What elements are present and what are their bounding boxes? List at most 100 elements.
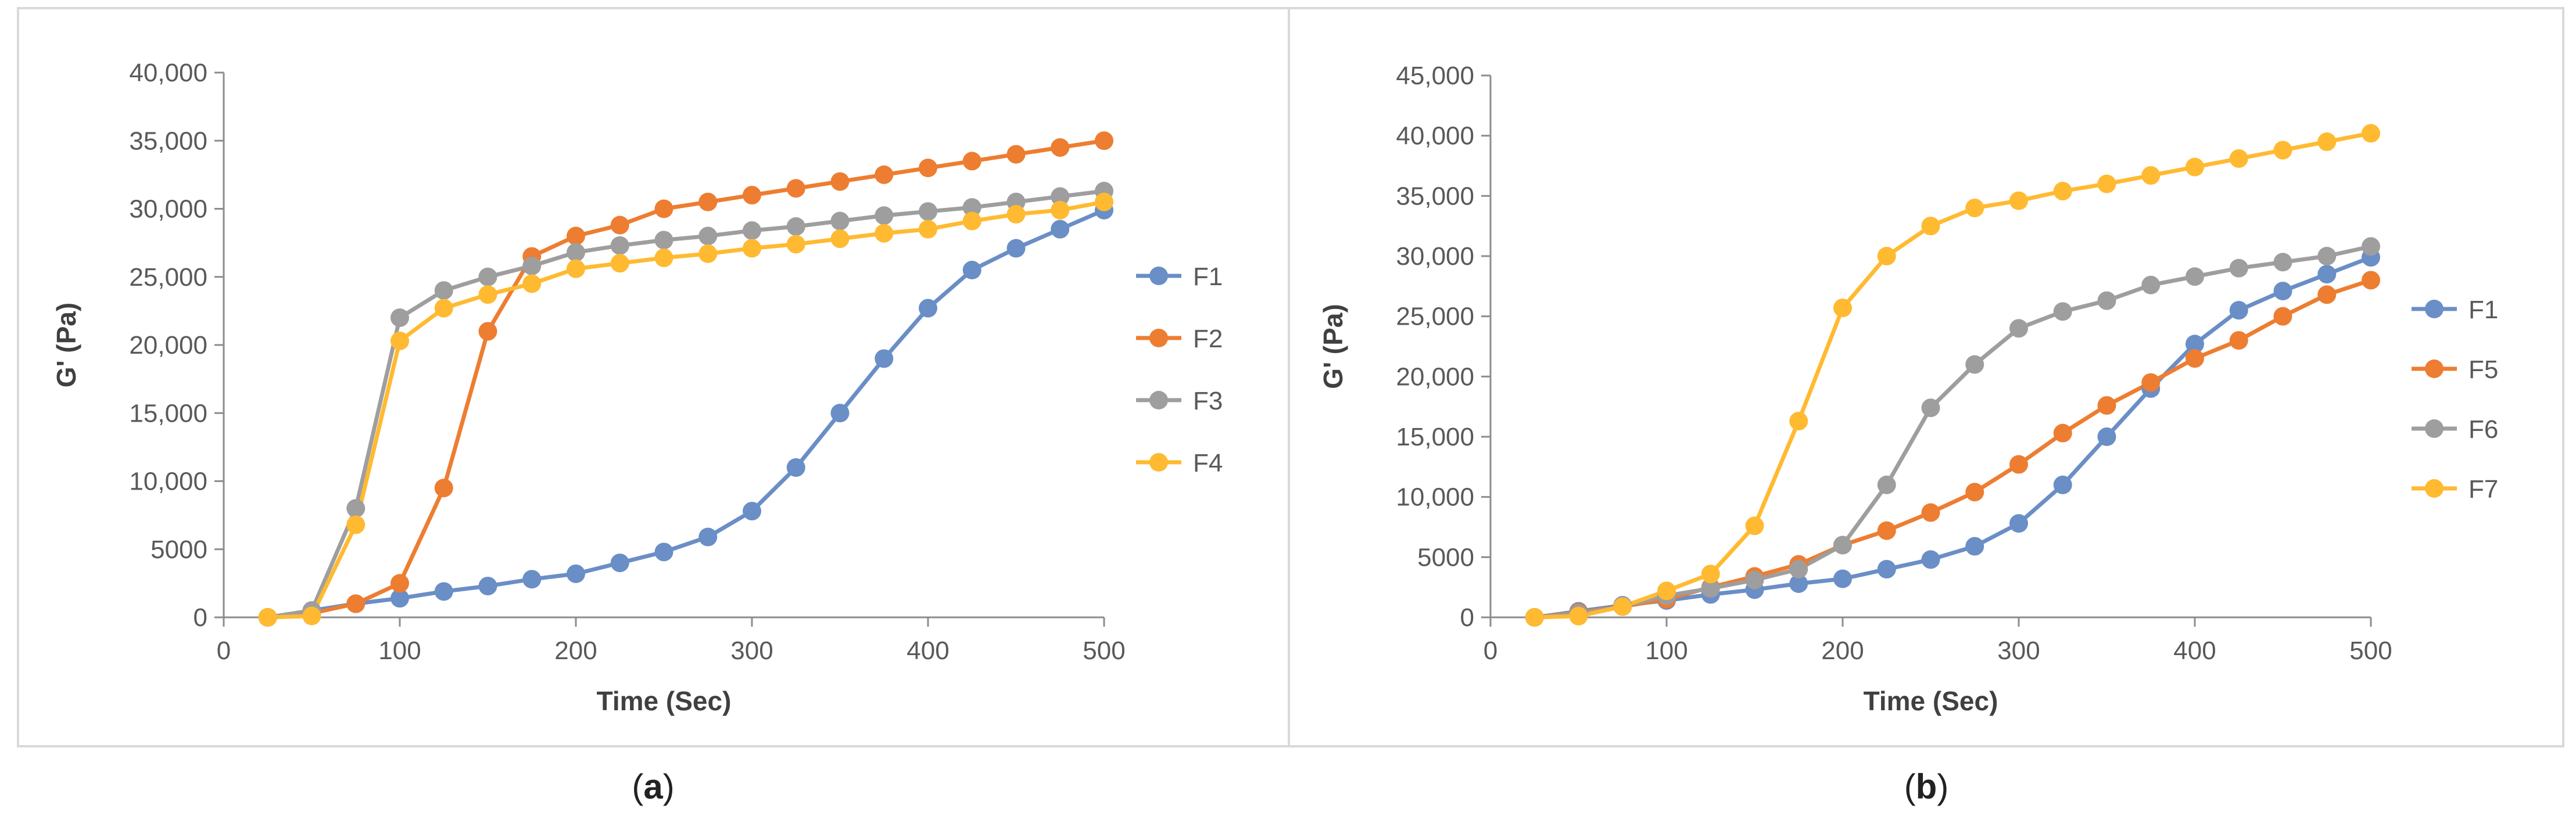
chart-a-series-f2-point <box>610 215 629 235</box>
chart-a-series-f4-point <box>875 224 894 243</box>
chart-b-series-f6-point <box>1921 398 1940 418</box>
chart-b-y-tick-label: 5000 <box>1417 543 1474 571</box>
chart-b-series-f1-point <box>1921 550 1940 569</box>
chart-b-series-f7-point <box>2141 166 2161 185</box>
chart-a-series-f2-point <box>962 152 981 171</box>
chart-b-series-f6-point <box>1833 535 1852 555</box>
chart-b-series-f1-point <box>1833 569 1852 588</box>
chart-a-x-tick-label: 500 <box>1083 637 1125 665</box>
chart-a-x-tick-label: 100 <box>378 637 421 665</box>
chart-b-series-f6-point <box>2229 258 2248 278</box>
chart-b-series-f7-point <box>1657 581 1676 601</box>
chart-a-series-f3-point <box>478 267 497 286</box>
chart-b-y-axis-title: G' (Pa) <box>1318 304 1348 389</box>
chart-a-series-f4-point <box>962 211 981 231</box>
chart-a-series-f2-point <box>1051 138 1070 157</box>
chart-a-series-f2-point <box>786 179 805 198</box>
chart-a-series-f4-point <box>258 608 277 627</box>
panel-b-caption: (b) <box>1904 767 1949 806</box>
chart-a-series-f2-point <box>698 192 718 211</box>
chart-a-series-f2-point <box>567 226 585 246</box>
chart-b-y-tick-label: 0 <box>1460 603 1474 632</box>
chart-a-y-tick-label: 0 <box>194 603 207 632</box>
chart-b-series-f6-point <box>2317 247 2337 265</box>
chart-a-series-f4-point <box>390 331 409 350</box>
chart-b-y-tick-label: 40,000 <box>1396 122 1474 150</box>
chart-a-series-f3-point <box>786 217 805 236</box>
chart-b-x-tick-label: 0 <box>1484 637 1497 665</box>
chart-a-series-f2-point <box>346 594 366 613</box>
chart-b-series-f5-point <box>2141 373 2161 392</box>
chart-b-series-f6-point <box>2097 291 2116 310</box>
chart-a-series-f1-point <box>434 582 453 601</box>
chart-a-series-f2-point <box>1095 131 1113 150</box>
chart-b-series-f7-point <box>2317 132 2337 152</box>
chart-a-series-f3-point <box>875 206 894 225</box>
chart-a-series-f4-point <box>610 254 629 273</box>
chart-a-series-f2-point <box>743 186 761 205</box>
chart-a-series-f3-point <box>654 231 673 250</box>
chart-a-series-f3-point <box>567 243 585 262</box>
chart-b-legend-f6-marker <box>2425 419 2444 438</box>
chart-b-series-f1-point <box>1877 560 1896 579</box>
chart-b-y-tick-label: 45,000 <box>1396 62 1474 90</box>
chart-a-series-f3-point <box>962 198 981 217</box>
chart-a-series-f4-point <box>434 299 453 318</box>
chart-a-series-f1-point <box>567 564 585 583</box>
chart-b-series-f6-point <box>1701 579 1720 598</box>
chart-b-series-f7-point <box>1613 597 1632 616</box>
chart-b-series-f7-point <box>1877 247 1896 265</box>
chart-b-series-f5-point <box>2053 423 2072 443</box>
chart-a-x-axis-title: Time (Sec) <box>597 686 732 716</box>
chart-b-series-f6-point <box>2273 253 2292 272</box>
chart-a-x-tick-label: 200 <box>554 637 597 665</box>
chart-b-series-f1-point <box>1789 574 1808 593</box>
chart-b-series-f7-point <box>2097 174 2116 193</box>
chart-b-series-f6-point <box>2009 319 2028 338</box>
chart-b-series-f7-point <box>2186 157 2204 177</box>
chart-b-series-f1-point <box>2097 427 2116 446</box>
chart-b-series-f7-point <box>2009 191 2028 210</box>
chart-b: 0500010,00015,00020,00025,00030,00035,00… <box>1318 62 2498 716</box>
chart-b-series-f7-point <box>2362 124 2380 143</box>
chart-a-series-f4-point <box>1051 200 1070 220</box>
chart-a-series-f1-point <box>875 349 894 368</box>
chart-b-x-tick-label: 300 <box>1997 637 2040 665</box>
chart-b-series-f5-point <box>2186 349 2204 368</box>
chart-b-legend-f6-label: F6 <box>2468 415 2498 444</box>
chart-b-series-f7-point <box>1569 606 1588 625</box>
chart-a-series-f1-point <box>830 404 850 423</box>
chart-a-series-f3-point <box>346 499 366 518</box>
chart-a-series-f1-point <box>786 458 805 477</box>
chart-b-series-f5-point <box>1965 483 1984 502</box>
chart-b-series-f6-point <box>2053 302 2072 321</box>
chart-a-series-f2-point <box>919 159 937 178</box>
chart-b-series-f7-point <box>1965 199 1984 218</box>
chart-b-series-f6-point <box>1877 475 1896 494</box>
chart-b-series-f6-point <box>1789 560 1808 579</box>
chart-a-series-f3-point <box>919 202 937 221</box>
chart-b-series-f1-point <box>1965 537 1984 556</box>
chart-a-legend-f3-marker <box>1149 391 1168 409</box>
chart-a-legend-f3-label: F3 <box>1193 387 1223 415</box>
chart-b-series-f7-point <box>2229 149 2248 168</box>
chart-a-legend-f1-marker <box>1149 267 1168 285</box>
chart-b-series-f5-point <box>2362 271 2380 290</box>
chart-a-series-f3-point <box>610 236 629 255</box>
chart-a-x-tick-label: 300 <box>730 637 773 665</box>
chart-a-y-tick-label: 30,000 <box>129 195 207 224</box>
chart-a-series-f3-point <box>522 256 542 275</box>
chart-a-legend-f2-marker <box>1149 329 1168 347</box>
chart-a-series-f3-point <box>698 226 718 246</box>
chart-b-legend-f5-marker <box>2425 359 2444 378</box>
chart-a-series-f4-point <box>478 285 497 304</box>
chart-a-series-f4-point <box>743 239 761 258</box>
chart-a-y-tick-label: 5000 <box>151 535 207 564</box>
chart-a-x-tick-label: 400 <box>907 637 949 665</box>
chart-a-legend-f1-label: F1 <box>1193 263 1223 291</box>
chart-b-series-f5-point <box>2273 307 2292 326</box>
chart-b-series-f1-point <box>2229 301 2248 320</box>
chart-b-series-f1-point <box>2053 475 2072 494</box>
panel-b-letter: b <box>1916 767 1937 806</box>
